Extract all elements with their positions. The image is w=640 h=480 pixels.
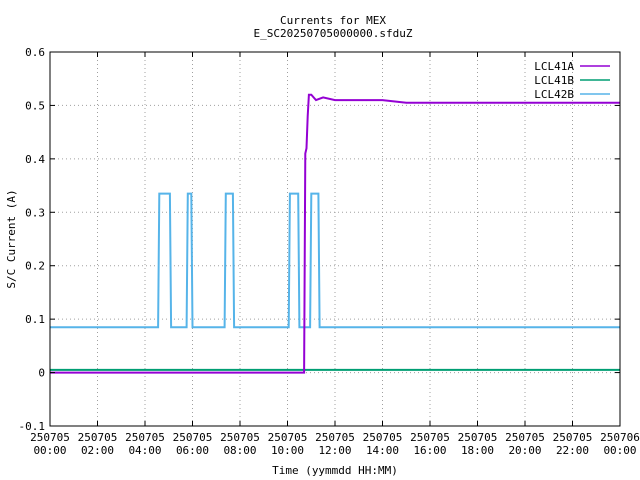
- x-tick-label-date: 250706: [600, 431, 640, 444]
- x-tick-label-time: 00:00: [33, 444, 66, 457]
- x-axis-label: Time (yymmdd HH:MM): [272, 464, 398, 477]
- x-tick-label-date: 250705: [553, 431, 593, 444]
- grid-lines: [50, 52, 620, 426]
- x-tick-label-date: 250705: [363, 431, 403, 444]
- x-tick-label-time: 12:00: [318, 444, 351, 457]
- x-tick-label-date: 250705: [173, 431, 213, 444]
- y-tick-label: 0.5: [25, 99, 45, 112]
- x-tick-label-date: 250705: [268, 431, 308, 444]
- y-tick-label: 0.3: [25, 206, 45, 219]
- series-line-lcl42b: [50, 192, 620, 329]
- x-tick-label-time: 08:00: [223, 444, 256, 457]
- x-tick-label-time: 02:00: [81, 444, 114, 457]
- x-tick-label-date: 250705: [125, 431, 165, 444]
- x-tick-label-date: 250705: [505, 431, 545, 444]
- y-tick-label: 0.6: [25, 46, 45, 59]
- x-tick-label-date: 250705: [315, 431, 355, 444]
- x-tick-label-time: 18:00: [461, 444, 494, 457]
- legend-label: LCL41A: [534, 60, 574, 73]
- x-tick-label-time: 22:00: [556, 444, 589, 457]
- x-tick-label-time: 04:00: [128, 444, 161, 457]
- series-lines: [50, 93, 620, 374]
- x-tick-label-date: 250705: [30, 431, 70, 444]
- x-tick-label-date: 250705: [78, 431, 118, 444]
- x-tick-label-time: 14:00: [366, 444, 399, 457]
- x-tick-label-date: 250705: [458, 431, 498, 444]
- y-tick-label: -0.1: [19, 420, 46, 433]
- chart-title: Currents for MEX: [280, 14, 386, 27]
- x-tick-label-time: 00:00: [603, 444, 636, 457]
- legend-label: LCL41B: [534, 74, 574, 87]
- chart-subtitle: E_SC20250705000000.sfduZ: [254, 27, 413, 40]
- legend-label: LCL42B: [534, 88, 574, 101]
- y-tick-label: 0: [38, 367, 45, 380]
- x-tick-label-date: 250705: [220, 431, 260, 444]
- x-tick-label-time: 16:00: [413, 444, 446, 457]
- x-tick-label-time: 10:00: [271, 444, 304, 457]
- series-line-lcl41a: [50, 93, 620, 374]
- x-tick-label-date: 250705: [410, 431, 450, 444]
- y-axis-label: S/C Current (A): [5, 189, 18, 288]
- y-tick-label: 0.2: [25, 260, 45, 273]
- y-tick-label: 0.1: [25, 313, 45, 326]
- x-tick-label-time: 20:00: [508, 444, 541, 457]
- y-tick-label: 0.4: [25, 153, 45, 166]
- axis-ticks: -0.100.10.20.30.40.50.625070500:00250705…: [19, 46, 640, 457]
- x-tick-label-time: 06:00: [176, 444, 209, 457]
